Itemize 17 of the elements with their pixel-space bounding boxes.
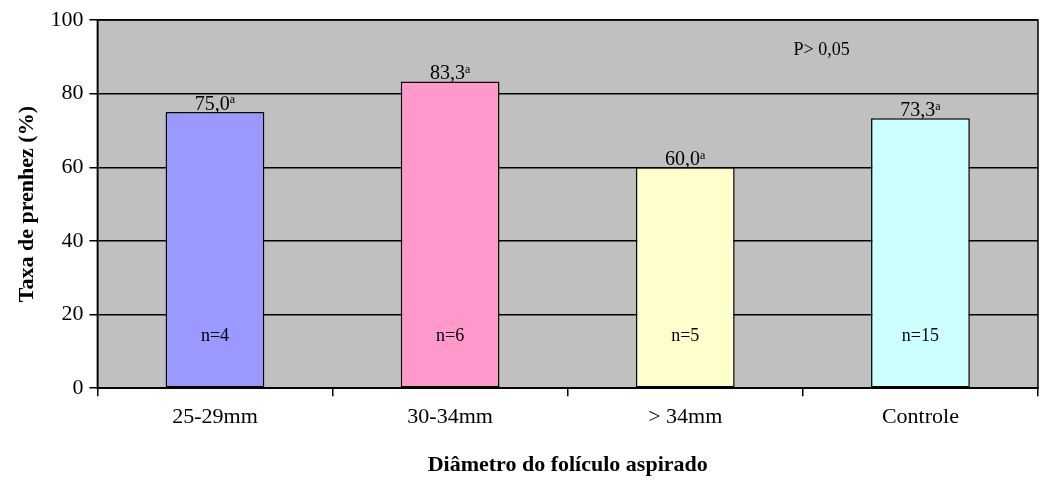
- y-tick-label: 80: [61, 79, 84, 105]
- x-tick-label: Controle: [881, 403, 959, 429]
- y-tick-label: 60: [61, 153, 84, 179]
- annotation: P> 0,05: [793, 38, 850, 59]
- annotation: n=15: [901, 325, 939, 346]
- x-axis-title: Diâmetro do folículo aspirado: [427, 451, 708, 477]
- x-tick-label: 30-34mm: [407, 403, 493, 429]
- y-tick-label: 0: [72, 373, 84, 399]
- annotation: n=4: [200, 325, 230, 346]
- x-tick-label: > 34mm: [648, 403, 723, 429]
- annotation: n=5: [671, 325, 700, 346]
- y-tick-label: 20: [61, 300, 84, 326]
- y-axis-title: Taxa de prenhez (%): [12, 106, 38, 303]
- x-tick-label: 25-29mm: [172, 403, 258, 429]
- y-tick-label: 100: [50, 5, 84, 31]
- y-tick-label: 40: [61, 226, 84, 252]
- annotation: n=6: [436, 325, 465, 346]
